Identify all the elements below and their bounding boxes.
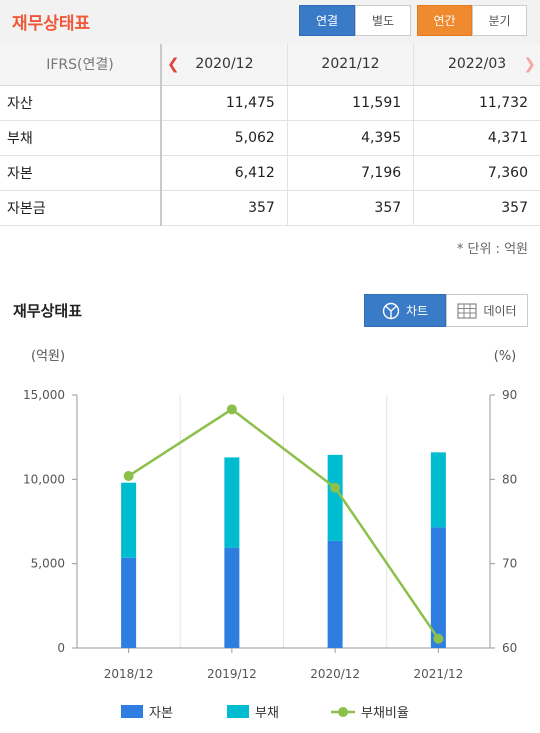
table-row: 자산 11,475 11,591 11,732 [0,85,540,121]
debt-ratio-line [127,407,440,640]
y-right-tick-label: 60 [502,641,517,655]
y-right-tick-label: 80 [502,472,517,486]
bar-equity [121,557,137,648]
table-grid-icon [457,302,478,319]
table-cell: 7,360 [413,155,540,191]
financial-table: IFRS(연결) ❮ 2020/12 2021/12 2022/03 ❯ 자산 … [0,44,540,226]
bar-liability [224,457,240,548]
table-cell: 6,412 [160,155,288,191]
view-toggle: 차트 데이터 [364,294,528,327]
pie-chart-icon [382,302,400,319]
table-cell: 4,395 [286,120,414,156]
y-left-tick-label: 5,000 [31,557,65,571]
table-cell: 11,591 [286,85,414,121]
column-header: 2021/12 [286,44,414,86]
bar-equity [327,540,343,648]
x-tick-label: 2018/12 [104,667,154,681]
y-right-tick-label: 90 [502,388,517,402]
bar-liability [327,454,343,541]
debt-ratio-point [226,404,237,415]
table-cell: 11,732 [413,85,540,121]
bar-liability [121,482,137,558]
page-title: 재무상태표 [12,14,91,34]
table-cell: 357 [413,190,540,226]
debt-ratio-point [433,633,444,644]
column-header-label: 2021/12 [321,56,380,73]
y-right-unit-label: (%) [494,349,517,364]
quarterly-button[interactable]: 분기 [472,5,527,36]
bar-liability [430,452,446,528]
x-tick-label: 2021/12 [413,667,463,681]
unit-note: * 단위 : 억원 [456,242,528,257]
x-tick-label: 2020/12 [310,667,360,681]
legend-marker-debt-ratio [338,707,348,717]
chart-view-button[interactable]: 차트 [364,294,446,327]
column-header: 2022/03 ❯ [413,44,540,86]
column-header-label: 2022/03 [447,56,507,73]
row-label: 부채 [0,120,162,156]
legend-swatch-equity [121,705,143,718]
table-cell: 7,196 [286,155,414,191]
table-row: 자본금 357 357 357 [0,190,540,226]
legend-label: 자본 [149,706,173,721]
y-right-tick-label: 70 [502,557,517,571]
row-label: 자산 [0,85,162,121]
consolidated-button[interactable]: 연결 [299,5,355,36]
bar-equity [430,527,446,648]
y-left-tick-label: 10,000 [23,472,65,486]
table-cell: 11,475 [160,85,288,121]
y-left-tick-label: 0 [57,641,65,655]
y-left-tick-label: 15,000 [23,388,65,402]
legend-label: 부채 [255,706,279,721]
chart-view-label: 차트 [405,304,429,318]
table-cell: 4,371 [413,120,540,156]
debt-ratio-point [330,482,341,493]
table-row: 자본 6,412 7,196 7,360 [0,155,540,191]
table-cell: 357 [160,190,288,226]
table-row: 부채 5,062 4,395 4,371 [0,120,540,156]
chevron-right-icon[interactable]: ❯ [523,55,536,73]
header-bar: 재무상태표 연결 별도 연간 분기 [0,0,540,44]
legend-swatch-liability [227,705,249,718]
bar-equity [224,547,240,648]
annual-button[interactable]: 연간 [417,5,472,36]
table-header-row: IFRS(연결) ❮ 2020/12 2021/12 2022/03 ❯ [0,44,540,86]
chevron-left-icon[interactable]: ❮ [167,55,180,73]
column-header-label: 2020/12 [195,56,254,73]
data-view-label: 데이터 [483,304,517,318]
y-left-unit-label: (억원) [31,349,65,364]
debt-ratio-point [123,470,134,481]
financial-combo-chart: (억원) (%) 0 5,000 10,000 15,000 60 70 80 90 2018/12… [23,349,517,721]
x-tick-label: 2019/12 [207,667,257,681]
consolidation-toggle: 연결 별도 [299,5,411,36]
row-label: 자본금 [0,190,162,226]
column-header: ❮ 2020/12 [160,44,288,86]
data-view-button[interactable]: 데이터 [446,294,528,327]
period-toggle: 연간 분기 [417,5,527,36]
table-cell: 5,062 [160,120,288,156]
legend-label: 부채비율 [361,706,409,721]
table-cell: 357 [286,190,414,226]
table-corner-label: IFRS(연결) [0,44,162,86]
row-label: 자본 [0,155,162,191]
chart-section-title: 재무상태표 [13,302,83,320]
separate-button[interactable]: 별도 [355,5,411,36]
